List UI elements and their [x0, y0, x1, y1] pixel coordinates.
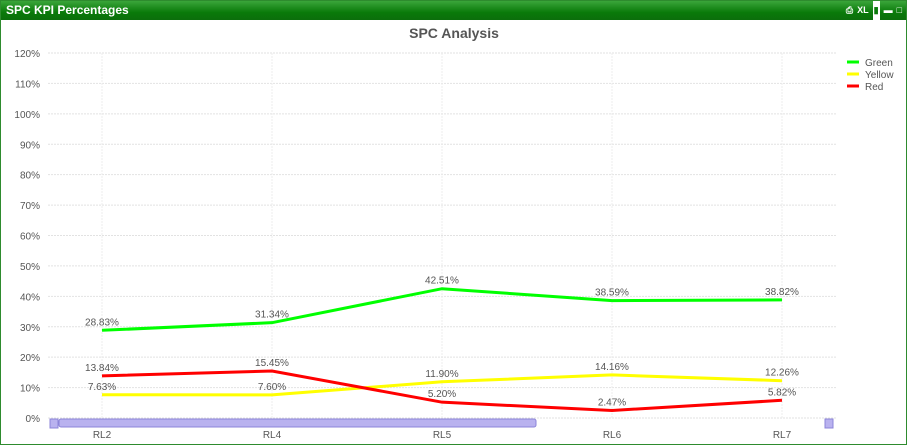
- scroll-right-button[interactable]: [824, 418, 834, 429]
- data-label: 28.83%: [85, 317, 119, 328]
- y-tick-label: 20%: [20, 353, 40, 364]
- chart-title: SPC Analysis: [409, 25, 499, 41]
- print-icon[interactable]: ⎙: [845, 5, 854, 15]
- data-label: 31.34%: [255, 310, 289, 321]
- data-label: 15.45%: [255, 358, 289, 369]
- y-tick-label: 30%: [20, 323, 40, 334]
- x-tick-label: RL6: [603, 430, 622, 441]
- data-label: 11.90%: [425, 369, 458, 380]
- series-line-green: [101, 287, 783, 332]
- horizontal-scrollbar[interactable]: [49, 418, 834, 429]
- y-tick-label: 80%: [20, 171, 40, 182]
- data-label: 13.84%: [85, 363, 119, 374]
- x-tick-label: RL5: [433, 430, 452, 441]
- y-tick-label: 10%: [20, 384, 40, 395]
- data-label: 14.16%: [595, 362, 629, 373]
- data-label: 38.59%: [595, 288, 629, 299]
- data-label: 7.60%: [258, 382, 286, 393]
- minimize-icon[interactable]: ▬: [883, 5, 893, 15]
- title-bar[interactable]: SPC KPI Percentages ⎙ XL ▮ ▬ □: [1, 1, 906, 20]
- x-tick-label: RL2: [93, 430, 112, 441]
- excel-icon[interactable]: XL: [857, 5, 869, 15]
- y-tick-label: 120%: [14, 49, 40, 60]
- y-tick-label: 90%: [20, 140, 40, 151]
- chart-type-icon[interactable]: ▮: [872, 1, 880, 20]
- scrollbar-thumb[interactable]: [58, 418, 537, 428]
- series-line-red: [101, 369, 783, 412]
- data-label: 38.82%: [765, 287, 799, 298]
- data-label: 5.20%: [428, 389, 456, 400]
- data-label: 7.63%: [88, 382, 116, 393]
- x-tick-label: RL7: [773, 430, 792, 441]
- legend-item: Red: [865, 82, 883, 93]
- data-label: 2.47%: [598, 397, 626, 408]
- y-tick-label: 60%: [20, 232, 40, 243]
- y-tick-label: 100%: [14, 110, 40, 121]
- y-tick-label: 40%: [20, 292, 40, 303]
- y-tick-label: 50%: [20, 262, 40, 273]
- y-tick-label: 70%: [20, 201, 40, 212]
- data-label: 42.51%: [425, 276, 459, 287]
- maximize-icon[interactable]: □: [896, 5, 902, 15]
- legend-item: Green: [865, 58, 893, 69]
- x-tick-label: RL4: [263, 430, 282, 441]
- series-line-yellow: [101, 373, 783, 397]
- data-label: 12.26%: [765, 368, 799, 379]
- scroll-left-button[interactable]: [49, 418, 59, 429]
- y-tick-label: 0%: [26, 414, 41, 425]
- window-title: SPC KPI Percentages: [6, 3, 129, 17]
- data-label: 5.82%: [768, 387, 796, 398]
- y-tick-label: 110%: [15, 79, 40, 90]
- legend-item: Yellow: [865, 70, 894, 81]
